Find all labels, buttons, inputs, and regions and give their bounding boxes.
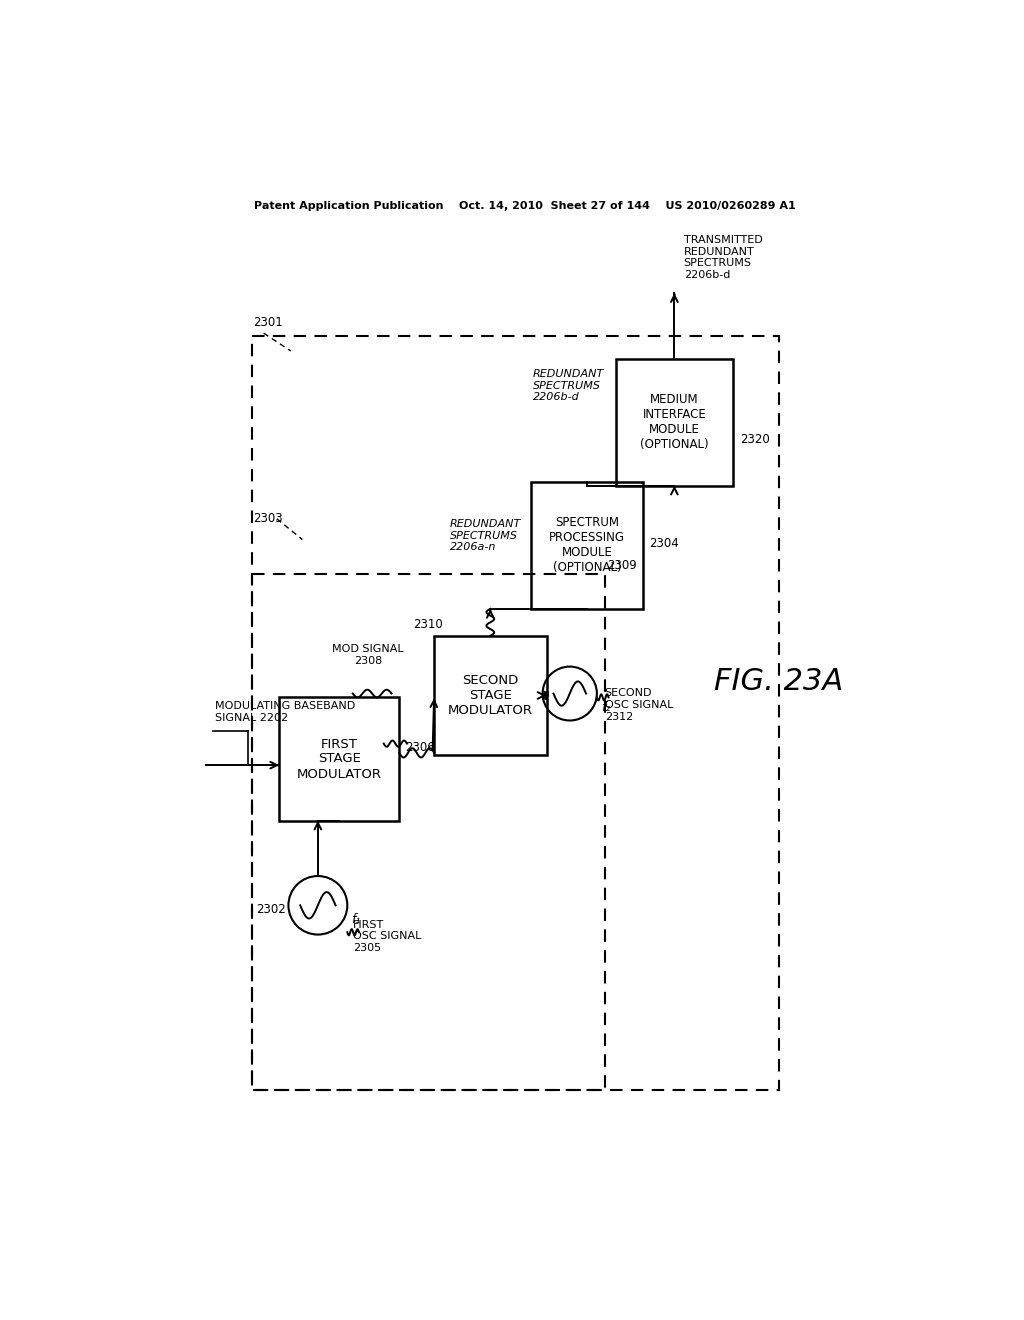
- Text: f₂: f₂: [601, 701, 610, 714]
- Text: SPECTRUM
PROCESSING
MODULE
(OPTIONAL): SPECTRUM PROCESSING MODULE (OPTIONAL): [549, 516, 626, 574]
- Text: FIG. 23A: FIG. 23A: [715, 668, 844, 697]
- Text: 2309: 2309: [607, 558, 637, 572]
- Text: 2320: 2320: [740, 433, 770, 446]
- Text: 2302: 2302: [256, 903, 286, 916]
- Text: TRANSMITTED
REDUNDANT
SPECTRUMS
2206b-d: TRANSMITTED REDUNDANT SPECTRUMS 2206b-d: [684, 235, 763, 280]
- Text: SECOND
OSC SIGNAL
2312: SECOND OSC SIGNAL 2312: [604, 689, 673, 722]
- Text: MOD SIGNAL
2308: MOD SIGNAL 2308: [333, 644, 404, 665]
- Text: 2306: 2306: [406, 741, 435, 754]
- Text: 2303: 2303: [254, 512, 284, 525]
- Text: REDUNDANT
SPECTRUMS
2206b-d: REDUNDANT SPECTRUMS 2206b-d: [532, 370, 604, 403]
- Text: MODULATING BASEBAND
SIGNAL 2202: MODULATING BASEBAND SIGNAL 2202: [215, 701, 355, 723]
- Text: f₁: f₁: [351, 913, 360, 927]
- Text: FIRST
OSC SIGNAL
2305: FIRST OSC SIGNAL 2305: [352, 920, 421, 953]
- Text: REDUNDANT
SPECTRUMS
2206a-n: REDUNDANT SPECTRUMS 2206a-n: [450, 519, 521, 552]
- Text: 2304: 2304: [649, 537, 679, 550]
- Text: FIRST
STAGE
MODULATOR: FIRST STAGE MODULATOR: [297, 738, 382, 780]
- Text: SECOND
STAGE
MODULATOR: SECOND STAGE MODULATOR: [447, 675, 532, 717]
- Text: 2301: 2301: [254, 317, 284, 330]
- Text: 2310: 2310: [414, 618, 443, 631]
- Text: Patent Application Publication    Oct. 14, 2010  Sheet 27 of 144    US 2010/0260: Patent Application Publication Oct. 14, …: [254, 201, 796, 211]
- Text: MEDIUM
INTERFACE
MODULE
(OPTIONAL): MEDIUM INTERFACE MODULE (OPTIONAL): [640, 393, 709, 451]
